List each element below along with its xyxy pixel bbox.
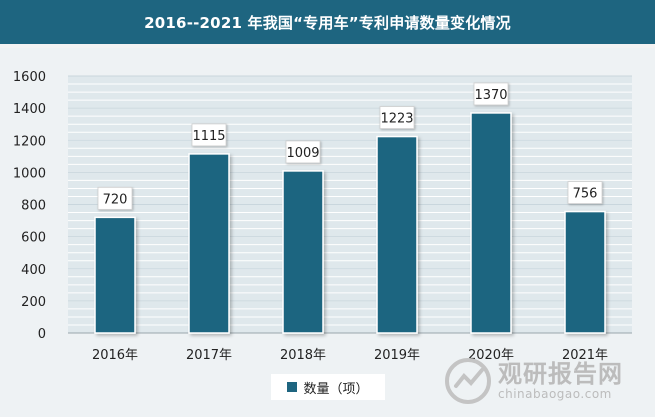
- data-label: 1115: [192, 129, 225, 144]
- bar-chart: 0 200 400 600 800 1000 1200 1400 1600 720 1115 100…: [13, 70, 632, 363]
- y-tick-label: 0: [38, 327, 46, 342]
- watermark-en: chinabaogao.com: [498, 387, 612, 401]
- data-label-box: [285, 140, 321, 164]
- grid-lines: [68, 75, 632, 334]
- data-label: 1223: [380, 112, 413, 127]
- chart-title: 2016--2021 年我国“专用车”专利申请数量变化情况: [0, 0, 655, 44]
- y-tick-label: 1000: [13, 166, 46, 181]
- data-label-box: [191, 123, 227, 147]
- data-label-box: [567, 181, 603, 204]
- y-tick-label: 1400: [13, 102, 46, 117]
- y-axis: 0 200 400 600 800 1000 1200 1400 1600: [13, 70, 632, 342]
- x-tick-label: 2016年: [92, 348, 138, 363]
- x-tick-label: 2020年: [468, 348, 514, 363]
- data-label-box: [97, 186, 133, 210]
- watermark-cn: 观研报告网: [498, 360, 623, 388]
- bars: [94, 112, 606, 334]
- data-labels: 720 1115 1009 1223 1370 756: [97, 82, 603, 210]
- bar: [282, 170, 324, 334]
- bar: [94, 216, 136, 334]
- y-tick-label: 800: [21, 199, 46, 214]
- chart-area: 0 200 400 600 800 1000 1200 1400 1600 720 1115 100…: [0, 48, 655, 417]
- data-label: 1370: [474, 88, 507, 103]
- legend-swatch: [287, 382, 298, 392]
- y-tick-label: 400: [21, 263, 46, 278]
- x-tick-label: 2018年: [280, 348, 326, 363]
- bar: [470, 112, 512, 334]
- data-label: 720: [103, 192, 128, 207]
- x-axis: 2016年 2017年 2018年 2019年 2020年 2021年: [92, 348, 608, 363]
- x-tick-label: 2017年: [186, 348, 232, 363]
- legend-label: 数量（项）: [303, 381, 369, 397]
- watermark-logo-icon: [445, 358, 491, 404]
- data-label-box: [473, 82, 509, 106]
- bar: [376, 135, 418, 334]
- y-tick-label: 1200: [13, 134, 46, 149]
- y-tick-label: 1600: [13, 70, 46, 85]
- bar: [188, 153, 230, 334]
- legend: 数量（项）: [271, 374, 385, 400]
- bar: [564, 210, 606, 334]
- x-tick-label: 2021年: [562, 348, 608, 363]
- data-label: 756: [573, 187, 598, 202]
- y-tick-label: 200: [21, 295, 46, 310]
- x-tick-label: 2019年: [374, 348, 420, 363]
- watermark: 观研报告网 chinabaogao.com: [440, 354, 645, 410]
- data-label-box: [379, 106, 415, 129]
- y-tick-label: 600: [21, 231, 46, 246]
- data-label: 1009: [286, 146, 319, 161]
